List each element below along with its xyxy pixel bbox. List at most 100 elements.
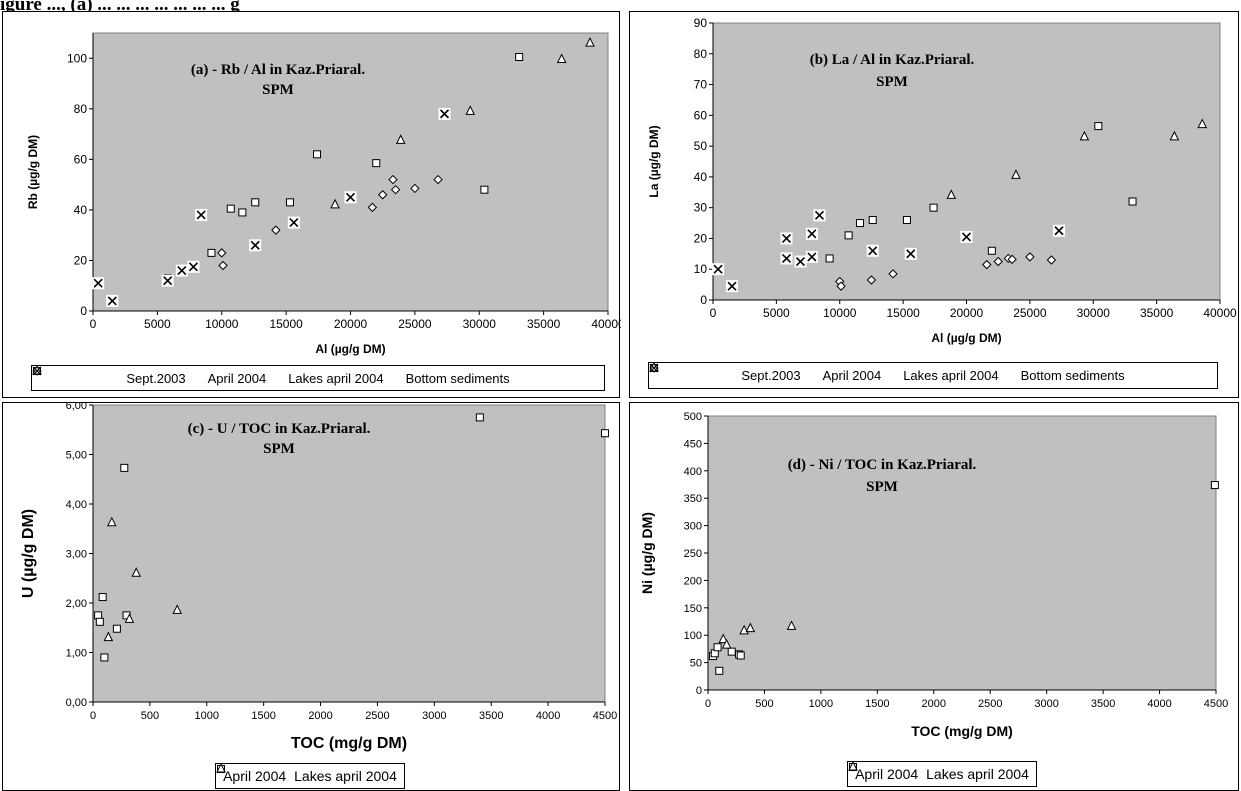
- y-tick-label: 0: [80, 304, 87, 318]
- y-tick-label: 60: [74, 152, 88, 166]
- data-point: [888, 269, 898, 279]
- data-point: [388, 174, 398, 185]
- data-point: [175, 264, 188, 277]
- data-point: [721, 638, 732, 649]
- data-point: [238, 208, 247, 217]
- plot-area: [712, 22, 1221, 301]
- data-point: [124, 613, 135, 623]
- x-tick-label: 4000: [1147, 698, 1171, 710]
- y-tick-label: 40: [694, 170, 708, 184]
- y-tick-label: 0: [700, 293, 707, 307]
- x-tick-label: 2000: [922, 698, 946, 710]
- data-point: [726, 280, 739, 293]
- series-bottom-sediments: [712, 209, 1066, 293]
- x-tick-label: 3000: [422, 710, 446, 722]
- data-point: [251, 198, 260, 207]
- data-point: [780, 232, 793, 245]
- y-tick-label: 500: [684, 411, 702, 423]
- y-tick-label: 50: [690, 658, 702, 670]
- data-point: [601, 429, 609, 438]
- legend-item: April 2004: [650, 364, 881, 383]
- data-point: [395, 134, 406, 144]
- y-axis-label: Rb (µg/g DM): [26, 135, 40, 209]
- data-point: [475, 413, 484, 422]
- data-point: [217, 248, 227, 258]
- y-axis-label: Ni (µg/g DM): [639, 512, 655, 594]
- series-sept-2003: [835, 252, 1057, 291]
- legend-label: April 2004: [207, 370, 267, 386]
- x-tick-label: 4000: [536, 710, 560, 722]
- chart-subtitle: SPM: [263, 441, 295, 457]
- data-point: [344, 191, 357, 204]
- data-point: [410, 183, 420, 194]
- y-tick-label: 3,00: [66, 549, 87, 561]
- x-tick-label: 25000: [398, 317, 432, 331]
- x-tick-label: 0: [705, 698, 711, 710]
- chart-d-plot: 0 50 100 150 200 250 300 350 400 450 500 0 500 1000 15…: [639, 411, 1228, 739]
- legend-item: Sept.2003: [649, 363, 801, 383]
- chart-c-plot: 0,00 1,00 2,00 3,00 4,00 5,00 6,00 0 500 1000 1500…: [20, 403, 617, 752]
- y-tick-label: 350: [684, 493, 702, 505]
- data-point: [313, 150, 322, 159]
- chart-a-legend: Sept.2003 April 2004 Lakes april 2004 Botto…: [31, 365, 605, 391]
- y-axis-label: U (µg/g DM): [20, 509, 37, 598]
- data-point: [226, 204, 235, 213]
- x-tick-label: 3500: [1091, 698, 1115, 710]
- data-point: [1025, 252, 1035, 262]
- data-point: [377, 190, 388, 200]
- series-lakes-april-2004: [946, 118, 1208, 199]
- y-tick-label: 100: [684, 630, 702, 642]
- y-tick-label: 60: [694, 108, 708, 122]
- data-point: [195, 208, 208, 221]
- data-point: [1011, 169, 1021, 179]
- data-point: [438, 107, 451, 120]
- data-point: [103, 631, 114, 642]
- data-point: [585, 36, 595, 47]
- legend-item: April 2004: [849, 763, 918, 782]
- series-april-2004: [94, 413, 609, 662]
- x-tick-label: 0: [90, 317, 97, 331]
- y-tick-label: 300: [684, 521, 702, 533]
- data-point: [825, 254, 834, 263]
- y-tick-label: 90: [694, 16, 708, 30]
- x-tick-label: 15000: [269, 317, 303, 331]
- data-point: [836, 281, 846, 291]
- y-tick-label: 30: [694, 201, 708, 215]
- x-tick-label: 25000: [1013, 306, 1047, 320]
- chart-panel-b: 0 10 20 30 40 50 60 70 80 90 0 5000 10000 15000 20000 2…: [629, 11, 1239, 398]
- data-point: [330, 198, 340, 209]
- data-point: [866, 244, 879, 257]
- x-tick-label: 40000: [591, 317, 621, 331]
- x-tick-label: 20000: [334, 317, 368, 331]
- data-point: [187, 260, 200, 273]
- data-point: [715, 666, 724, 675]
- data-point: [780, 252, 793, 265]
- legend-item: Lakes april 2004: [216, 764, 397, 784]
- data-point: [987, 246, 996, 255]
- chart-title: (c) - U / TOC in Kaz.Priaral.: [188, 421, 371, 437]
- chart-title: (b) La / Al in Kaz.Priaral.: [810, 52, 975, 68]
- x-tick-label: 0: [710, 306, 717, 320]
- data-point: [100, 653, 109, 662]
- legend-marker-icon: [649, 363, 659, 373]
- y-tick-label: 5,00: [66, 450, 87, 462]
- data-point: [106, 516, 117, 527]
- data-point: [993, 256, 1003, 267]
- y-tick-label: 40: [74, 203, 88, 217]
- y-tick-label: 450: [684, 438, 702, 450]
- x-tick-label: 5000: [763, 306, 790, 320]
- data-point: [1094, 122, 1103, 131]
- data-point: [465, 105, 476, 115]
- chart-c-legend: April 2004 Lakes april 2004: [215, 763, 405, 789]
- data-point: [1046, 255, 1057, 265]
- y-tick-label: 20: [74, 253, 88, 267]
- x-tick-label: 35000: [527, 317, 561, 331]
- data-point: [515, 53, 524, 62]
- data-point: [285, 198, 294, 207]
- data-point: [1079, 130, 1090, 141]
- data-point: [1197, 118, 1208, 129]
- legend-item: April 2004: [33, 367, 267, 386]
- chart-a-plot: 0 20 40 60 80 100 0 5000 10000 15000 20000 25000 300…: [26, 32, 621, 356]
- y-axis-label: La (µg/g DM): [647, 125, 661, 197]
- x-axis-label: Al (µg/g DM): [315, 342, 385, 356]
